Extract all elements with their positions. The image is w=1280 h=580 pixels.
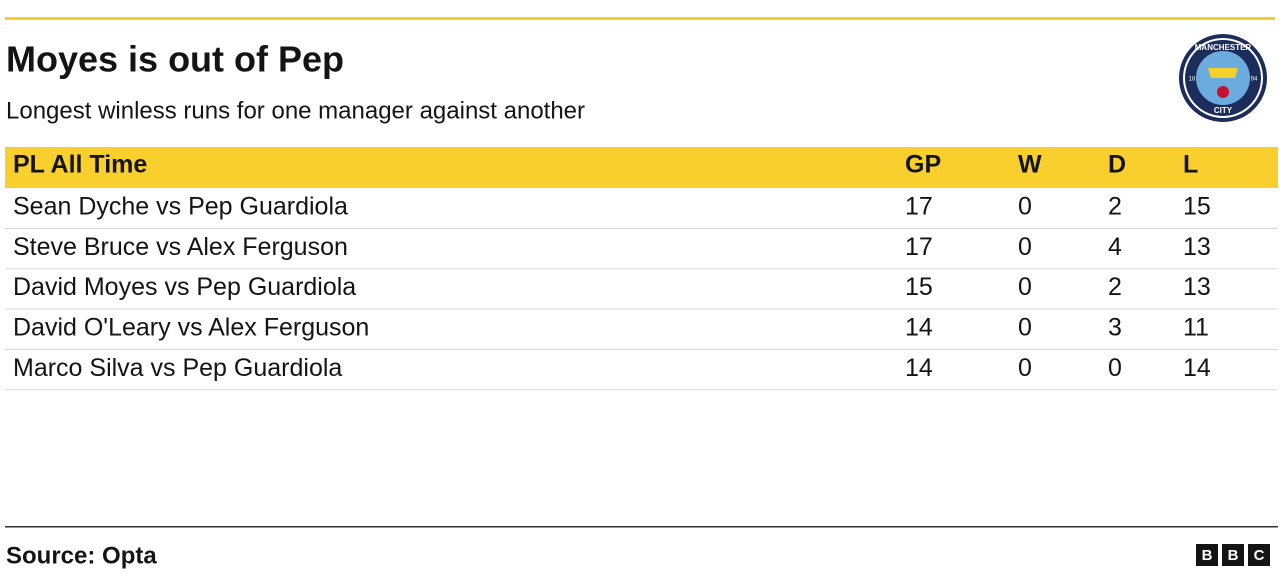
cell-number: 13 — [1183, 233, 1211, 261]
table: PL All Time GP W D L Sean Dyche vs Pep Guardi… — [5, 151, 1278, 391]
cell-number: 15 — [1183, 193, 1211, 221]
cell-number: 2 — [1108, 273, 1122, 301]
logo-letter: C — [1254, 547, 1265, 564]
cell-number: 0 — [1108, 354, 1122, 382]
cell-number: 14 — [1183, 354, 1211, 382]
cell-number: 13 — [1183, 273, 1211, 301]
top-rule — [5, 17, 1275, 20]
cell-number: 0 — [1018, 193, 1032, 221]
cell-number: 4 — [1108, 233, 1122, 261]
logo-box — [1248, 544, 1270, 566]
cell-number: 0 — [1018, 354, 1032, 382]
cell-name: Steve Bruce vs Alex Ferguson — [13, 233, 348, 261]
row-divider — [5, 308, 1278, 310]
row-divider — [5, 389, 1278, 391]
badge-rose — [1217, 86, 1229, 98]
cell-name: Sean Dyche vs Pep Guardiola — [13, 193, 348, 221]
bottom-rule — [5, 526, 1278, 528]
cell-number: 2 — [1108, 193, 1122, 221]
subtitle: Longest winless runs for one manager aga… — [6, 97, 585, 124]
cell-name: David Moyes vs Pep Guardiola — [13, 273, 356, 301]
badge-right: 94 — [1251, 77, 1258, 83]
logo-box — [1196, 544, 1218, 566]
badge-ship — [1208, 68, 1238, 78]
cell-number: 0 — [1018, 233, 1032, 261]
row-divider — [5, 268, 1278, 270]
column-header: PL All Time — [13, 151, 147, 179]
badge-left: 18 — [1189, 77, 1196, 83]
column-header: W — [1018, 151, 1042, 179]
header-bar — [5, 147, 1278, 188]
logo-box — [1222, 544, 1244, 566]
cell-number: 3 — [1108, 314, 1122, 342]
cell-number: 14 — [905, 314, 933, 342]
badge-bottom: CITY — [1214, 106, 1233, 115]
cell-number: 17 — [905, 233, 933, 261]
cell-number: 11 — [1183, 314, 1209, 342]
row-divider — [5, 348, 1278, 350]
cell-number: 0 — [1018, 273, 1032, 301]
cell-number: 15 — [905, 273, 933, 301]
cell-number: 0 — [1018, 314, 1032, 342]
source: Source: Opta — [6, 542, 157, 569]
cell-name: Marco Silva vs Pep Guardiola — [13, 354, 342, 382]
logo-letter: B — [1228, 547, 1239, 564]
badge-top: MANCHESTER — [1195, 43, 1252, 52]
column-header: D — [1108, 151, 1126, 179]
club-badge: MANCHESTER CITY 18 94 — [1179, 34, 1267, 122]
column-header: GP — [905, 151, 941, 179]
cell-number: 17 — [905, 193, 933, 221]
title: Moyes is out of Pep — [6, 39, 344, 80]
cell-number: 14 — [905, 354, 933, 382]
row-divider — [5, 228, 1278, 229]
cell-name: David O'Leary vs Alex Ferguson — [13, 314, 369, 342]
logo-letter: B — [1202, 547, 1213, 564]
column-header: L — [1183, 151, 1198, 179]
